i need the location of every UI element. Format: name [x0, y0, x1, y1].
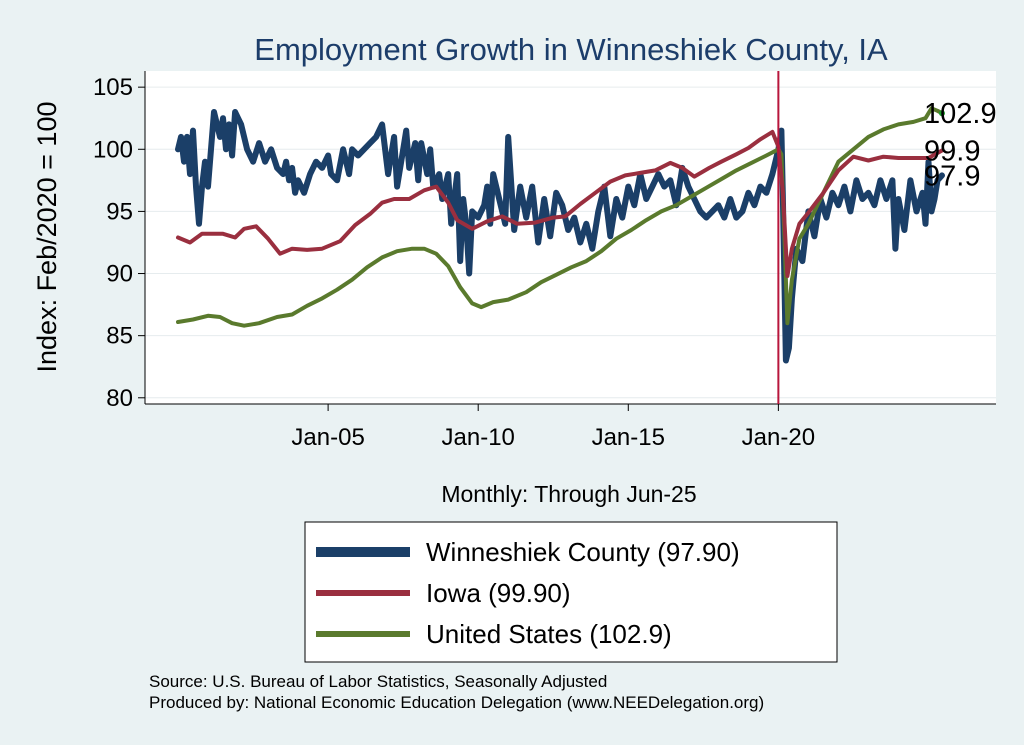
y-axis: 80 85 90 95 100 105 [93, 71, 146, 412]
y-tick-label: 95 [106, 198, 133, 225]
y-axis-title: Index: Feb/2020 = 100 [32, 102, 62, 373]
series-line [176, 129, 944, 278]
end-labels: 97.999.9 102.9 [924, 98, 997, 192]
y-tick-label: 100 [93, 136, 133, 163]
producer-note: Produced by: National Economic Education… [149, 693, 765, 712]
x-tick-label: Jan-15 [592, 424, 665, 451]
plot-area [145, 71, 996, 404]
y-tick-label: 90 [106, 261, 133, 288]
legend-label: United States (102.9) [426, 619, 672, 649]
x-axis: Jan-05 Jan-10 Jan-15 Jan-20 [145, 403, 996, 451]
end-label: 99.9 [924, 136, 980, 168]
x-tick-label: Jan-10 [442, 424, 515, 451]
x-tick-label: Jan-05 [291, 424, 364, 451]
x-axis-caption: Monthly: Through Jun-25 [441, 481, 696, 507]
legend-label: Iowa (99.90) [426, 578, 571, 608]
source-note: Source: U.S. Bureau of Labor Statistics,… [149, 672, 608, 691]
y-tick-label: 105 [93, 74, 133, 101]
reference-line-group [777, 71, 945, 404]
y-tick-label: 85 [106, 323, 133, 350]
legend-label: Winneshiek County (97.90) [426, 537, 740, 567]
legend: Winneshiek County (97.90) Iowa (99.90) Uni… [316, 537, 740, 649]
end-marker [938, 110, 945, 117]
end-label: 97.9 [924, 160, 980, 192]
gridlines [145, 86, 996, 399]
end-label: 102.9 [924, 98, 997, 130]
x-tick-label: Jan-20 [742, 424, 815, 451]
series-lines [175, 106, 945, 364]
y-tick-label: 80 [106, 385, 133, 412]
chart-title: Employment Growth in Winneshiek County, … [254, 32, 888, 67]
